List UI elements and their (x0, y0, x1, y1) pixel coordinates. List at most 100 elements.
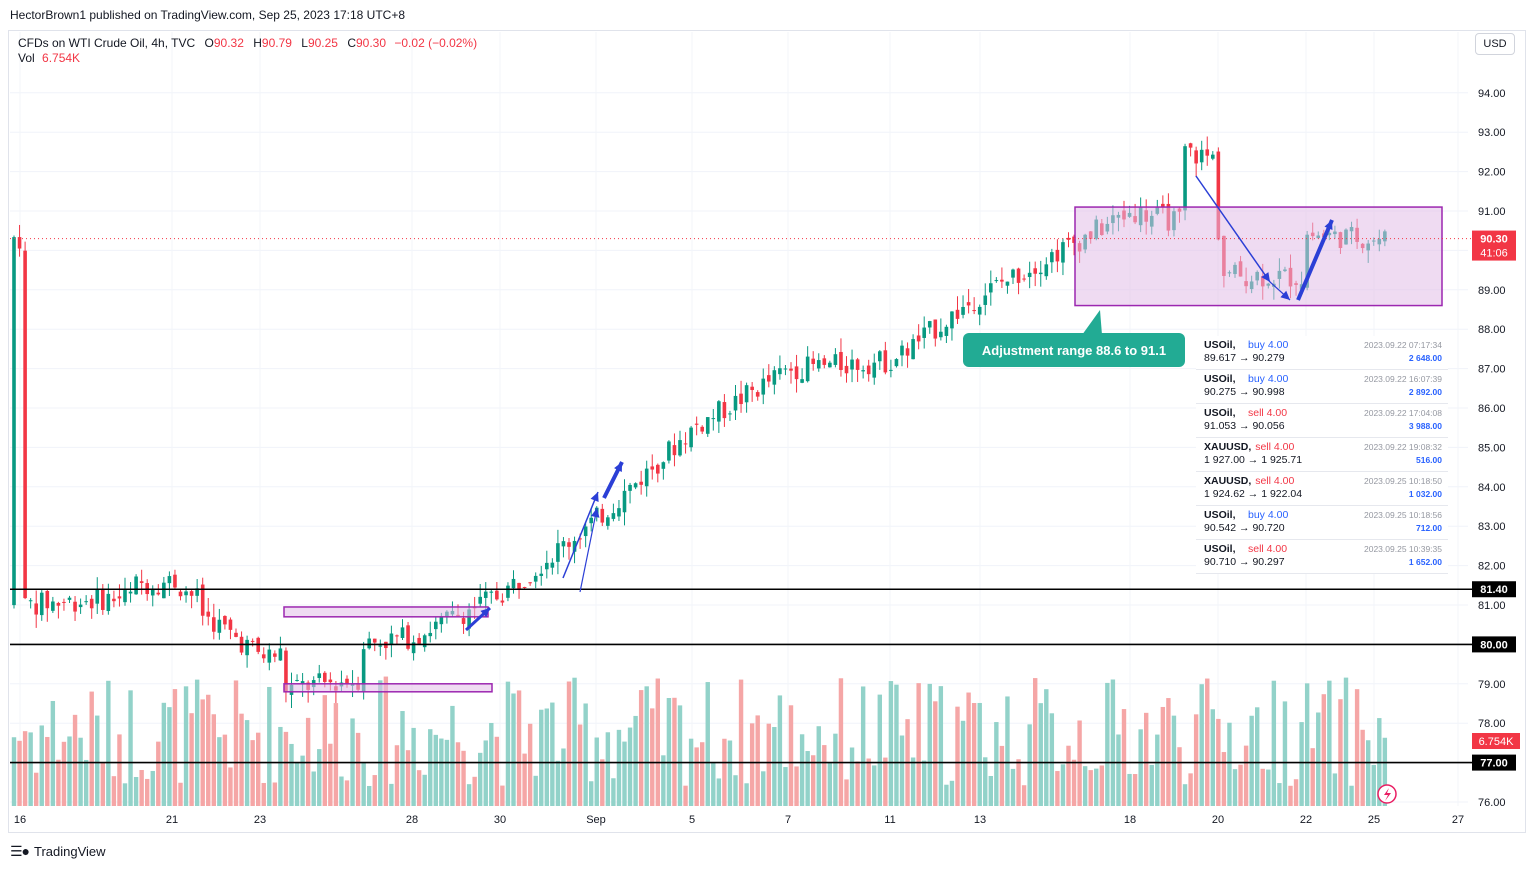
candle-body[interactable] (711, 418, 716, 420)
candle-body[interactable] (844, 365, 849, 374)
candle-body[interactable] (117, 596, 122, 599)
candle-body[interactable] (389, 633, 394, 645)
candle-body[interactable] (361, 649, 366, 692)
candle-body[interactable] (45, 590, 50, 609)
candle-body[interactable] (1005, 281, 1010, 286)
candle-body[interactable] (922, 327, 926, 338)
candle-body[interactable] (667, 441, 671, 461)
candle-body[interactable] (139, 581, 144, 583)
candle-body[interactable] (739, 393, 743, 405)
candle-body[interactable] (134, 576, 138, 595)
candle-body[interactable] (905, 348, 910, 356)
candle-body[interactable] (67, 597, 72, 600)
candle-body[interactable] (489, 591, 494, 593)
candle-body[interactable] (1061, 242, 1065, 263)
candle-body[interactable] (372, 638, 377, 643)
candle-body[interactable] (106, 593, 111, 612)
candle-body[interactable] (883, 350, 888, 373)
candle-body[interactable] (894, 359, 899, 367)
candle-body[interactable] (761, 378, 766, 395)
candle-body[interactable] (717, 401, 721, 422)
candle-body[interactable] (850, 359, 854, 370)
candle-body[interactable] (461, 618, 466, 624)
candle-body[interactable] (539, 573, 544, 576)
candle-body[interactable] (1011, 269, 1015, 278)
candle-body[interactable] (434, 621, 438, 630)
candle-body[interactable] (1044, 264, 1049, 277)
candle-body[interactable] (533, 575, 538, 582)
candle-body[interactable] (511, 578, 516, 589)
candle-body[interactable] (150, 589, 155, 596)
candle-body[interactable] (234, 632, 238, 637)
candle-body[interactable] (522, 587, 527, 589)
candle-body[interactable] (206, 611, 211, 617)
candle-body[interactable] (644, 468, 649, 487)
candle-body[interactable] (933, 319, 938, 339)
candle-body[interactable] (250, 640, 255, 642)
candle-body[interactable] (878, 351, 882, 362)
candle-body[interactable] (783, 368, 788, 370)
candle-body[interactable] (300, 681, 305, 684)
candle-body[interactable] (495, 590, 499, 600)
candle-body[interactable] (950, 311, 954, 329)
candle-body[interactable] (1038, 272, 1043, 275)
candle-body[interactable] (12, 237, 16, 606)
candle-body[interactable] (1188, 143, 1193, 148)
candle-body[interactable] (622, 490, 627, 513)
candle-body[interactable] (866, 365, 871, 375)
candle-body[interactable] (422, 635, 427, 648)
candle-body[interactable] (395, 635, 399, 637)
candle-body[interactable] (34, 603, 38, 615)
candle-body[interactable] (700, 426, 704, 432)
candle-body[interactable] (606, 517, 610, 526)
candle-body[interactable] (794, 366, 799, 380)
candle-body[interactable] (661, 462, 666, 469)
candle-body[interactable] (911, 339, 915, 360)
candle-body[interactable] (195, 588, 199, 596)
candle-body[interactable] (1050, 252, 1054, 263)
candle-body[interactable] (822, 358, 827, 365)
candle-body[interactable] (600, 508, 605, 523)
candle-body[interactable] (916, 335, 921, 342)
candle-body[interactable] (506, 585, 510, 598)
candle-body[interactable] (112, 598, 116, 602)
candle-body[interactable] (184, 591, 188, 596)
candle-body[interactable] (927, 321, 932, 328)
candle-body[interactable] (200, 584, 205, 616)
candle-body[interactable] (977, 306, 982, 315)
candle-body[interactable] (811, 358, 815, 364)
candle-body[interactable] (212, 617, 216, 632)
candle-body[interactable] (683, 443, 688, 445)
trend-arrow-line[interactable] (1296, 219, 1334, 301)
candle-body[interactable] (261, 654, 266, 659)
candle-body[interactable] (944, 326, 949, 336)
candle-body[interactable] (755, 392, 760, 397)
candle-body[interactable] (1211, 154, 1215, 159)
candle-body[interactable] (62, 601, 66, 603)
candle-body[interactable] (411, 642, 416, 654)
candle-body[interactable] (439, 616, 444, 625)
range-box[interactable] (283, 606, 489, 618)
candle-body[interactable] (1199, 149, 1204, 163)
candle-body[interactable] (628, 484, 632, 491)
candle-body[interactable] (84, 601, 88, 603)
candle-body[interactable] (550, 562, 555, 568)
candle-body[interactable] (678, 440, 682, 456)
candle-body[interactable] (1066, 237, 1071, 240)
candle-body[interactable] (722, 402, 727, 419)
candle-body[interactable] (833, 354, 838, 365)
candle-body[interactable] (994, 280, 999, 282)
candle-body[interactable] (1022, 278, 1026, 280)
candle-body[interactable] (805, 356, 810, 382)
trade-row[interactable]: XAUUSD, sell 4.00 1 924.62 → 1 922.04 2023.… (1196, 472, 1448, 506)
range-box[interactable] (283, 683, 493, 693)
candle-body[interactable] (73, 601, 77, 612)
candle-body[interactable] (173, 574, 177, 588)
tradingview-logo[interactable]: ☰● TradingView (10, 843, 106, 860)
candle-body[interactable] (1205, 149, 1210, 156)
candle-body[interactable] (545, 562, 549, 570)
candle-body[interactable] (284, 650, 288, 693)
candle-body[interactable] (228, 619, 233, 630)
candle-body[interactable] (939, 331, 943, 338)
candle-body[interactable] (767, 375, 771, 382)
